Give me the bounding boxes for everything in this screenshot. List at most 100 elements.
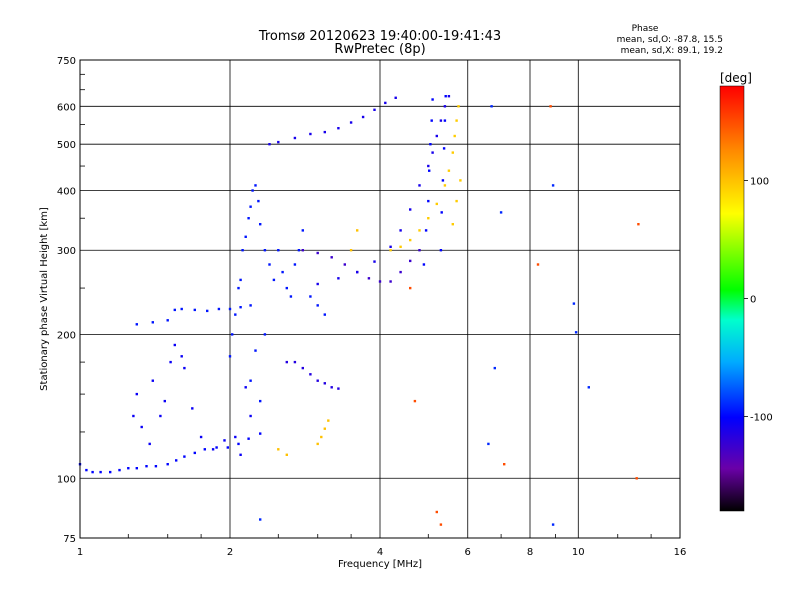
data-point	[493, 366, 496, 370]
data-point	[85, 468, 88, 472]
data-point	[289, 295, 293, 298]
data-point	[316, 251, 319, 255]
data-point	[316, 304, 319, 307]
data-point	[166, 463, 169, 466]
data-point	[135, 323, 138, 326]
data-point	[183, 455, 186, 458]
data-point	[413, 399, 417, 403]
data-point	[384, 101, 387, 105]
data-point	[263, 333, 267, 336]
data-point	[356, 270, 359, 274]
data-point	[239, 453, 242, 456]
data-point	[447, 95, 451, 98]
data-point	[309, 132, 312, 136]
y-axis-ticks: 75 100 200 300 400 500 600 750	[57, 56, 85, 545]
data-point	[159, 414, 162, 418]
data-point	[453, 134, 456, 138]
data-point	[244, 235, 247, 238]
data-point	[399, 270, 402, 274]
data-point	[389, 245, 392, 248]
data-point	[428, 169, 431, 172]
data-point	[249, 205, 252, 208]
data-point	[140, 425, 143, 429]
data-point	[429, 143, 432, 146]
data-point	[169, 360, 172, 364]
data-point	[301, 249, 304, 252]
data-point	[277, 448, 280, 451]
data-point	[234, 313, 237, 316]
data-point	[293, 263, 297, 266]
data-point	[199, 435, 203, 439]
data-point	[399, 245, 402, 248]
data-point	[309, 373, 312, 376]
x-axis-label: Frequency [MHz]	[338, 559, 422, 570]
data-point	[259, 432, 262, 435]
data-point	[551, 523, 555, 526]
data-point	[431, 98, 434, 101]
data-point	[427, 217, 430, 220]
data-point	[239, 278, 242, 282]
data-point	[135, 467, 138, 470]
data-point	[180, 355, 183, 358]
y-tick-label: 200	[57, 330, 76, 341]
data-point	[244, 386, 247, 389]
data-point	[443, 184, 447, 187]
data-point	[316, 442, 319, 446]
data-point	[447, 169, 451, 172]
data-point	[285, 453, 288, 456]
data-point	[439, 119, 443, 122]
data-point	[443, 105, 447, 108]
data-point	[145, 465, 148, 468]
x-tick-label: 6	[465, 547, 471, 558]
data-point	[422, 263, 426, 266]
data-point	[574, 331, 578, 334]
x-tick-label: 10	[572, 547, 585, 558]
data-point	[118, 468, 121, 472]
data-point	[193, 308, 196, 312]
data-point	[635, 477, 638, 480]
data-point	[503, 463, 506, 466]
data-point	[249, 414, 252, 418]
data-point	[418, 184, 421, 187]
data-point	[451, 223, 454, 226]
data-point	[297, 249, 301, 252]
data-point	[259, 223, 262, 226]
data-point	[431, 151, 434, 154]
data-point	[277, 249, 280, 252]
x-axis-ticks: 1 2 4 6 8 10 16	[77, 534, 687, 558]
data-point	[389, 249, 392, 252]
data-point	[301, 366, 304, 370]
data-point	[327, 419, 330, 422]
data-point	[193, 451, 196, 455]
data-point	[490, 105, 493, 108]
data-point	[323, 382, 326, 385]
data-point	[418, 249, 421, 252]
data-point	[263, 249, 267, 252]
data-point	[254, 184, 257, 187]
x-tick-label: 2	[227, 547, 233, 558]
phase-stats-o: mean, sd,O: -87.8, 15.5	[617, 35, 723, 45]
data-point	[234, 435, 237, 439]
data-point	[254, 349, 257, 352]
y-tick-label: 100	[57, 474, 76, 485]
data-point	[551, 184, 555, 187]
data-point	[487, 442, 490, 446]
data-point	[435, 134, 438, 138]
colorbar-tick-label: -100	[750, 413, 773, 424]
data-point	[378, 280, 382, 283]
data-point	[215, 446, 218, 449]
data-point	[323, 130, 326, 134]
data-point	[272, 278, 276, 282]
data-point	[587, 386, 590, 389]
data-point	[430, 119, 433, 122]
data-point	[281, 270, 284, 274]
data-point	[109, 470, 112, 474]
data-point	[459, 179, 462, 182]
data-point	[135, 392, 138, 396]
data-point	[99, 470, 102, 474]
x-tick-label: 16	[674, 547, 687, 558]
data-point	[231, 333, 234, 336]
data-point	[549, 105, 552, 108]
data-point	[337, 277, 340, 280]
